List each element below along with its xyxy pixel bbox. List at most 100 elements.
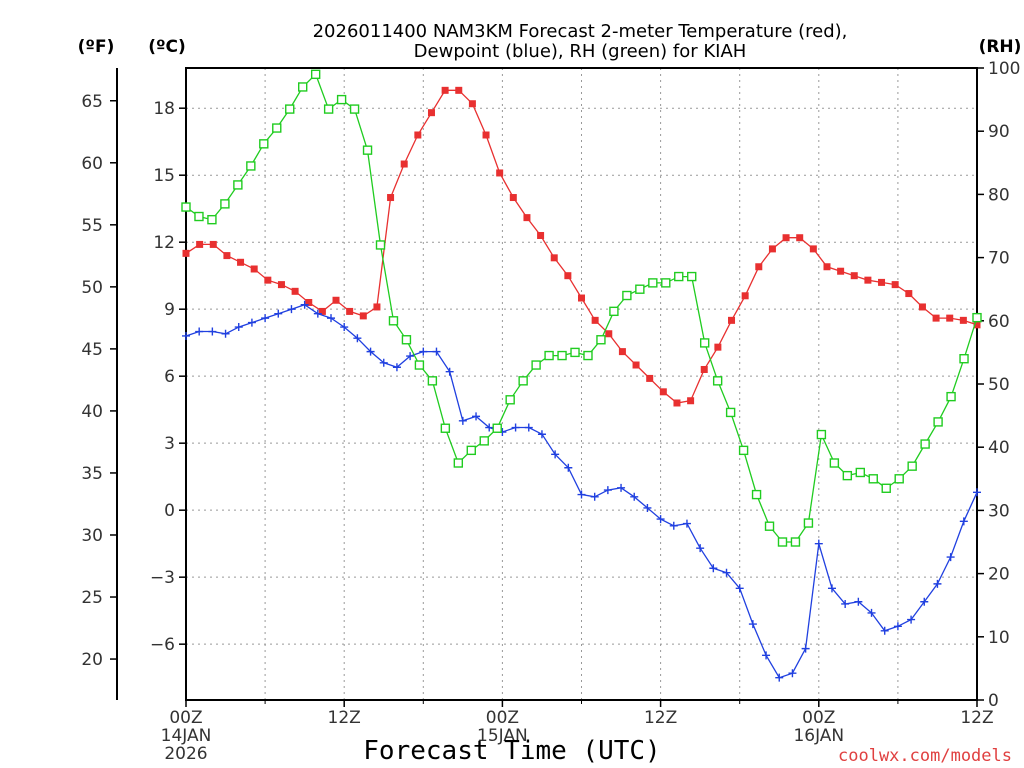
data-point <box>854 597 863 606</box>
fahrenheit-tick-label: 30 <box>81 526 103 546</box>
data-point <box>796 234 804 242</box>
data-point <box>551 450 560 459</box>
data-point <box>782 234 790 242</box>
data-point <box>392 363 401 372</box>
data-point <box>453 458 464 468</box>
data-point <box>748 620 757 629</box>
axes <box>110 67 984 707</box>
data-point <box>323 104 334 114</box>
data-point <box>458 416 467 425</box>
data-point <box>208 327 217 336</box>
data-point <box>788 669 797 678</box>
data-point <box>605 330 613 338</box>
data-point <box>479 436 489 446</box>
rh-tick-label: 0 <box>988 691 999 711</box>
data-point <box>972 312 982 323</box>
rh-tick-label: 30 <box>988 501 1010 521</box>
data-point <box>401 335 412 345</box>
data-point <box>946 553 955 562</box>
data-point <box>298 82 308 92</box>
data-point <box>313 309 322 318</box>
data-point <box>406 352 415 361</box>
data-point <box>427 376 438 386</box>
data-point <box>472 412 481 421</box>
celsius-tick-label: 18 <box>153 99 175 119</box>
data-point <box>661 278 671 288</box>
rh-tick-label: 50 <box>988 375 1010 395</box>
data-point <box>823 263 831 271</box>
data-point <box>829 458 840 468</box>
data-point <box>441 86 449 94</box>
data-point <box>596 335 606 345</box>
data-point <box>261 314 270 323</box>
data-point <box>181 202 191 212</box>
data-point <box>809 245 817 253</box>
rh-unit-label: (RH) <box>979 37 1022 57</box>
data-point <box>790 537 801 547</box>
data-point <box>349 104 360 114</box>
celsius-tick-label: 15 <box>153 166 175 186</box>
series-2-meter-temperature <box>182 86 981 407</box>
data-point <box>414 360 425 370</box>
data-point <box>764 521 775 531</box>
data-point <box>656 515 665 524</box>
data-point <box>973 321 981 329</box>
data-point <box>375 240 386 250</box>
x-tick-label: 12Z <box>328 708 361 728</box>
data-point <box>891 281 899 289</box>
data-point <box>725 407 736 418</box>
data-point <box>907 461 917 471</box>
data-point <box>682 519 691 528</box>
rh-tick-label: 40 <box>988 438 1010 458</box>
fahrenheit-tick-label: 65 <box>81 92 103 112</box>
data-point <box>632 361 640 369</box>
fahrenheit-tick-label: 45 <box>81 340 103 360</box>
fahrenheit-tick-label: 55 <box>81 216 103 236</box>
fahrenheit-tick-label: 50 <box>81 278 103 298</box>
data-point <box>564 272 572 280</box>
credit-text: coolwx.com/models <box>838 746 1012 766</box>
data-point <box>340 323 349 332</box>
data-point <box>741 292 749 300</box>
x-tick-label: 00Z <box>802 708 835 728</box>
data-point <box>583 350 593 361</box>
rh-tick-label: 100 <box>988 59 1020 79</box>
data-point <box>591 316 599 324</box>
data-point <box>234 323 243 332</box>
chart-title-line2: Dewpoint (blue), RH (green) for KIAH <box>414 41 747 62</box>
x-tick-label: 00Z <box>169 708 202 728</box>
data-point <box>755 263 763 271</box>
data-point <box>959 517 968 526</box>
data-point <box>419 347 428 356</box>
x-tick-label: 14JAN <box>161 726 212 746</box>
data-point <box>722 568 731 577</box>
data-point <box>353 334 362 343</box>
fahrenheit-tick-label: 35 <box>81 464 103 484</box>
fahrenheit-tick-label: 60 <box>81 154 103 174</box>
data-point <box>220 199 230 209</box>
data-point <box>414 131 422 139</box>
data-point <box>359 312 367 320</box>
data-point <box>468 100 476 108</box>
data-point <box>751 489 762 500</box>
data-point <box>648 278 658 288</box>
data-point <box>578 294 585 302</box>
data-point <box>388 316 399 326</box>
fahrenheit-tick-label: 25 <box>81 588 103 608</box>
data-point <box>905 290 913 298</box>
data-point <box>837 267 845 275</box>
data-point <box>635 284 645 294</box>
data-point <box>264 276 272 284</box>
rh-tick-label: 10 <box>988 628 1010 648</box>
data-point <box>327 314 336 323</box>
data-point <box>803 518 814 528</box>
data-point <box>537 430 546 439</box>
data-point <box>973 488 981 497</box>
data-point <box>427 109 435 117</box>
data-point <box>537 231 545 239</box>
data-point <box>277 281 285 289</box>
series-dewpoint <box>182 300 981 682</box>
data-point <box>182 249 190 257</box>
data-point <box>332 296 340 304</box>
data-point <box>287 305 296 314</box>
